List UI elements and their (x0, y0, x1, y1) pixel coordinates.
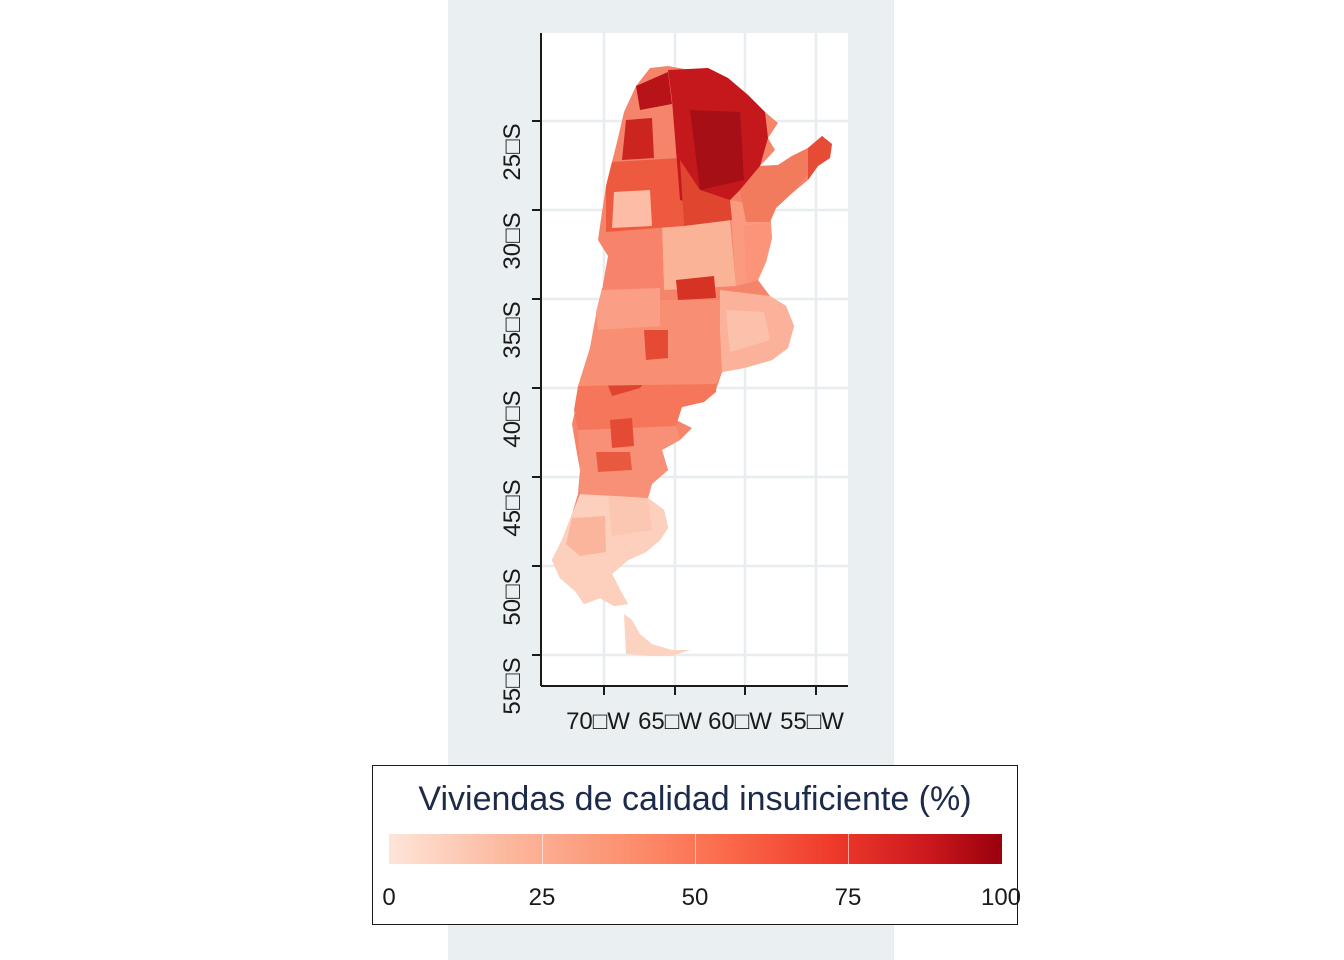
lat-label: 45□S (499, 479, 526, 536)
lon-label: 60□W (708, 708, 772, 735)
lat-label: 25□S (499, 123, 526, 180)
legend-tick-mark (542, 834, 543, 864)
region-dark-chubut (596, 452, 632, 472)
legend-tick-label: 25 (528, 884, 556, 911)
region-dark-lapampa (644, 330, 668, 360)
region-cuyo (602, 228, 664, 290)
longitude-labels: 70□W 65□W 60□W 55□W (566, 708, 844, 735)
region-dark-cordoba (676, 276, 716, 300)
region-buenos-aires-inner (726, 310, 770, 352)
lat-label: 40□S (499, 390, 526, 447)
legend-tick-label: 75 (834, 884, 862, 911)
tierra-del-fuego (624, 614, 690, 656)
legend-tick-label: 100 (980, 884, 1022, 911)
region-entre-rios (744, 222, 772, 282)
region-misiones (808, 136, 832, 180)
latitude-labels: 25□S 30□S 35□S 40□S 45□S 50□S 55□S (499, 123, 526, 714)
legend-color-bar (389, 834, 1002, 864)
region-dark-northwest-1 (622, 118, 654, 160)
legend-title: Viviendas de calidad insuficiente (%) (418, 780, 972, 818)
region-mendoza (596, 288, 660, 330)
region-dark-northwest-2 (636, 72, 672, 110)
lat-label: 50□S (499, 568, 526, 625)
legend-tick-label: 50 (681, 884, 709, 911)
region-dark-rionegro-1 (610, 418, 634, 448)
lon-label: 70□W (566, 708, 630, 735)
region-cordoba (662, 220, 736, 290)
region-santa-cruz-east (608, 494, 652, 536)
lat-label: 55□S (499, 657, 526, 714)
region-corrientes (740, 148, 810, 222)
lat-label: 30□S (499, 212, 526, 269)
legend-tick-mark (695, 834, 696, 864)
region-rio-negro (574, 384, 716, 430)
region-catamarca-light (612, 190, 652, 228)
legend-tick-mark (848, 834, 849, 864)
region-santiago (680, 160, 732, 226)
region-santa-cruz-west (566, 516, 606, 556)
legend: Viviendas de calidad insuficiente (%) 0 … (372, 765, 1022, 925)
lon-label: 55□W (780, 708, 844, 735)
lon-label: 65□W (638, 708, 702, 735)
region-darkest-core (690, 110, 744, 190)
lat-label: 35□S (499, 301, 526, 358)
axes (532, 33, 848, 695)
legend-tick-label: 0 (382, 884, 396, 911)
